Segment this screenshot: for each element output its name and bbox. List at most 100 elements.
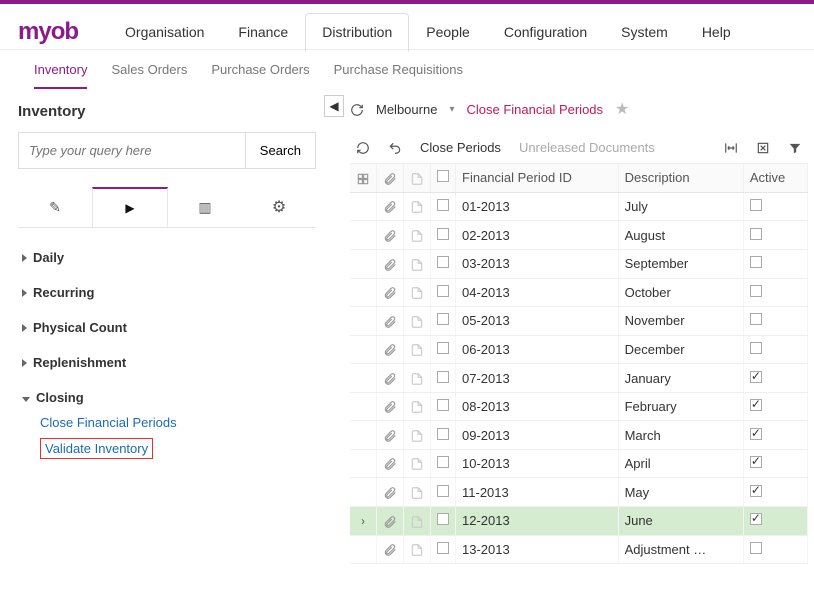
mainnav-item-distribution[interactable]: Distribution <box>305 13 409 52</box>
tab-reports[interactable] <box>168 187 242 227</box>
notes-icon[interactable] <box>404 335 431 364</box>
subnav-item-purchase-requisitions[interactable]: Purchase Requisitions <box>334 62 463 89</box>
cell-active[interactable] <box>743 478 807 507</box>
subnav-item-sales-orders[interactable]: Sales Orders <box>111 62 187 89</box>
cell-active[interactable] <box>743 249 807 278</box>
fit-columns-button[interactable] <box>724 139 738 155</box>
notes-icon[interactable] <box>404 249 431 278</box>
cell-active[interactable] <box>743 364 807 393</box>
attachment-icon[interactable] <box>377 535 404 564</box>
table-row[interactable]: 06-2013December <box>350 335 808 364</box>
col-financial-period-id[interactable]: Financial Period ID <box>456 164 619 192</box>
notes-icon[interactable] <box>404 478 431 507</box>
attachment-icon[interactable] <box>377 478 404 507</box>
notes-icon[interactable] <box>404 507 431 536</box>
subnav-item-inventory[interactable]: Inventory <box>34 62 87 89</box>
tab-settings[interactable] <box>242 187 316 227</box>
attachment-icon[interactable] <box>377 335 404 364</box>
notes-icon[interactable] <box>404 278 431 307</box>
attachment-icon[interactable] <box>377 249 404 278</box>
tree-group-replenishment[interactable]: Replenishment <box>22 355 126 370</box>
row-checkbox[interactable] <box>431 478 456 507</box>
export-button[interactable] <box>756 139 770 155</box>
tree-item-close-financial-periods[interactable]: Close Financial Periods <box>40 411 312 434</box>
search-input[interactable] <box>18 132 246 169</box>
notes-icon[interactable] <box>404 421 431 450</box>
row-checkbox[interactable] <box>431 507 456 536</box>
attachment-icon[interactable] <box>377 307 404 336</box>
notes-icon[interactable] <box>404 364 431 393</box>
search-button[interactable]: Search <box>246 132 316 169</box>
table-row[interactable]: 02-2013August <box>350 221 808 250</box>
cell-active[interactable] <box>743 278 807 307</box>
row-checkbox[interactable] <box>431 278 456 307</box>
row-checkbox[interactable] <box>431 392 456 421</box>
attachment-icon[interactable] <box>377 507 404 536</box>
mainnav-item-configuration[interactable]: Configuration <box>487 13 604 51</box>
cell-active[interactable] <box>743 335 807 364</box>
table-row[interactable]: ›12-2013June <box>350 507 808 536</box>
notes-icon[interactable] <box>404 192 431 221</box>
cell-active[interactable] <box>743 192 807 221</box>
attachment-icon[interactable] <box>377 221 404 250</box>
attachment-icon[interactable] <box>377 364 404 393</box>
unreleased-documents-button[interactable]: Unreleased Documents <box>519 140 655 155</box>
mainnav-item-help[interactable]: Help <box>685 13 748 51</box>
breadcrumb-location[interactable]: Melbourne <box>376 102 437 117</box>
row-checkbox[interactable] <box>431 535 456 564</box>
tree-group-recurring[interactable]: Recurring <box>22 285 94 300</box>
mainnav-item-finance[interactable]: Finance <box>221 13 305 51</box>
notes-icon[interactable] <box>404 392 431 421</box>
cell-active[interactable] <box>743 421 807 450</box>
notes-icon[interactable] <box>404 449 431 478</box>
mainnav-item-people[interactable]: People <box>409 13 487 51</box>
row-checkbox[interactable] <box>431 192 456 221</box>
mainnav-item-organisation[interactable]: Organisation <box>108 13 221 51</box>
chevron-down-icon[interactable]: ▾ <box>449 104 454 115</box>
reload-button[interactable] <box>356 139 370 155</box>
cell-active[interactable] <box>743 507 807 536</box>
row-checkbox[interactable] <box>431 221 456 250</box>
attachment-icon[interactable] <box>377 192 404 221</box>
col-active[interactable]: Active <box>743 164 807 192</box>
undo-button[interactable] <box>388 139 402 155</box>
tab-run[interactable] <box>92 187 168 227</box>
row-checkbox[interactable] <box>431 421 456 450</box>
row-checkbox[interactable] <box>431 249 456 278</box>
subnav-item-purchase-orders[interactable]: Purchase Orders <box>211 62 309 89</box>
favorite-star-icon[interactable]: ★ <box>615 99 629 119</box>
notes-icon[interactable] <box>404 535 431 564</box>
table-row[interactable]: 11-2013May <box>350 478 808 507</box>
cell-active[interactable] <box>743 221 807 250</box>
collapse-sidebar-button[interactable]: ◀ <box>324 95 344 117</box>
col-notes[interactable] <box>404 164 431 192</box>
attachment-icon[interactable] <box>377 278 404 307</box>
cell-active[interactable] <box>743 307 807 336</box>
notes-icon[interactable] <box>404 221 431 250</box>
table-row[interactable]: 04-2013October <box>350 278 808 307</box>
col-select-all[interactable] <box>431 164 456 192</box>
table-row[interactable]: 01-2013July <box>350 192 808 221</box>
tree-group-physical-count[interactable]: Physical Count <box>22 320 127 335</box>
col-attachment[interactable] <box>377 164 404 192</box>
mainnav-item-system[interactable]: System <box>604 13 685 51</box>
refresh-icon[interactable] <box>350 101 364 117</box>
attachment-icon[interactable] <box>377 449 404 478</box>
table-row[interactable]: 08-2013February <box>350 392 808 421</box>
row-checkbox[interactable] <box>431 449 456 478</box>
table-row[interactable]: 05-2013November <box>350 307 808 336</box>
attachment-icon[interactable] <box>377 392 404 421</box>
tree-group-closing[interactable]: Closing <box>22 390 84 405</box>
close-periods-button[interactable]: Close Periods <box>420 140 501 155</box>
notes-icon[interactable] <box>404 307 431 336</box>
tree-group-daily[interactable]: Daily <box>22 250 64 265</box>
table-row[interactable]: 13-2013Adjustment … <box>350 535 808 564</box>
tree-item-validate-inventory[interactable]: Validate Inventory <box>40 434 312 463</box>
table-row[interactable]: 10-2013April <box>350 449 808 478</box>
tab-edit[interactable] <box>18 187 92 227</box>
table-row[interactable]: 07-2013January <box>350 364 808 393</box>
row-checkbox[interactable] <box>431 335 456 364</box>
filter-button[interactable] <box>788 139 802 155</box>
row-checkbox[interactable] <box>431 364 456 393</box>
attachment-icon[interactable] <box>377 421 404 450</box>
